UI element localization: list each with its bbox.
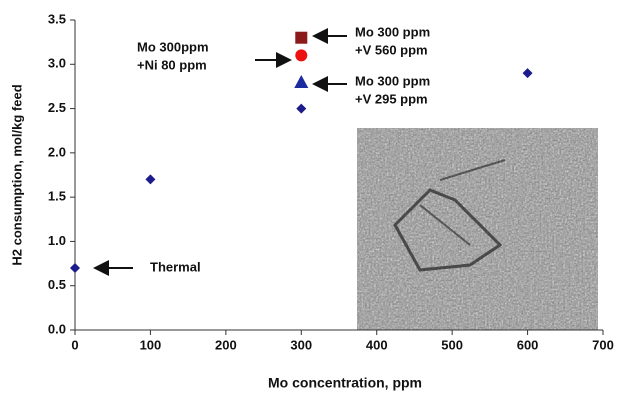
x-tick-label: 100 — [140, 337, 162, 352]
x-tick-label: 200 — [215, 337, 237, 352]
x-axis-label: Mo concentration, ppm — [268, 375, 422, 391]
y-tick-label: 0.0 — [48, 321, 66, 336]
x-tick-label: 700 — [592, 337, 614, 352]
x-tick-label: 300 — [290, 337, 312, 352]
y-tick-label: 0.5 — [48, 277, 66, 292]
point — [296, 104, 306, 114]
point — [70, 263, 80, 273]
point — [145, 174, 155, 184]
y-axis-label: H2 consumption, mol/kg feed — [9, 84, 24, 265]
annotation: +Ni 80 ppm — [137, 57, 207, 72]
annotation: Thermal — [150, 259, 201, 274]
point — [295, 32, 307, 44]
y-tick-label: 1.5 — [48, 189, 66, 204]
x-tick-label: 600 — [517, 337, 539, 352]
point — [294, 75, 308, 88]
annotation: +V 560 ppm — [355, 42, 428, 57]
point — [523, 68, 533, 78]
annotation: Mo 300 ppm — [355, 24, 430, 39]
annotation: +V 295 ppm — [355, 91, 428, 106]
x-tick-label: 400 — [366, 337, 388, 352]
annotation: Mo 300ppm — [137, 39, 209, 54]
y-tick-label: 3.5 — [48, 11, 66, 26]
inset-image — [357, 128, 598, 330]
y-tick-label: 1.0 — [48, 233, 66, 248]
y-tick-label: 2.5 — [48, 100, 66, 115]
chart: Mo concentration, ppm H2 consumption, mo… — [0, 0, 618, 391]
y-tick-label: 3.0 — [48, 56, 66, 71]
point — [295, 49, 307, 61]
y-tick-label: 2.0 — [48, 144, 66, 159]
x-tick-label: 0 — [71, 337, 78, 352]
x-tick-label: 500 — [441, 337, 463, 352]
annotation: Mo 300 ppm — [355, 73, 430, 88]
